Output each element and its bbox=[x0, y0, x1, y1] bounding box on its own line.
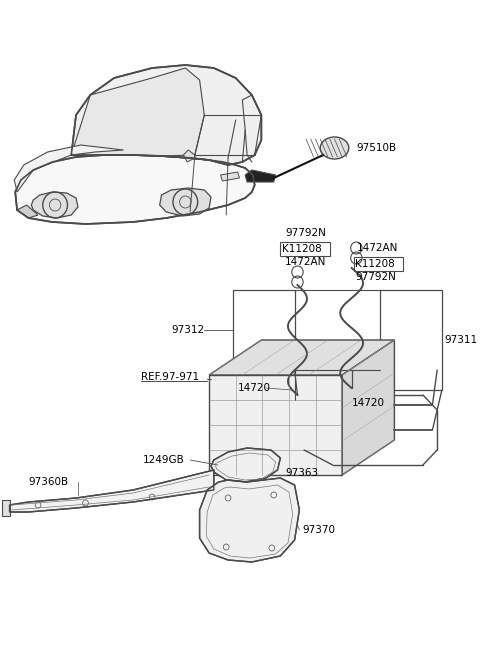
Circle shape bbox=[217, 461, 225, 469]
Polygon shape bbox=[209, 340, 395, 375]
Text: 97363: 97363 bbox=[285, 468, 318, 478]
Text: 97312: 97312 bbox=[171, 325, 204, 335]
Text: K11208: K11208 bbox=[355, 259, 395, 269]
Ellipse shape bbox=[320, 137, 349, 159]
Text: 97311: 97311 bbox=[445, 335, 478, 345]
Polygon shape bbox=[2, 500, 10, 516]
Text: 1472AN: 1472AN bbox=[356, 243, 398, 253]
Polygon shape bbox=[342, 340, 395, 475]
Polygon shape bbox=[220, 172, 240, 181]
Bar bbox=[354, 257, 403, 271]
Text: 14720: 14720 bbox=[352, 398, 384, 408]
Polygon shape bbox=[200, 478, 300, 562]
Text: 97792N: 97792N bbox=[355, 272, 396, 282]
Polygon shape bbox=[245, 170, 276, 182]
Text: 97370: 97370 bbox=[302, 525, 335, 535]
Bar bbox=[280, 242, 330, 256]
Polygon shape bbox=[183, 150, 195, 162]
Text: 1249GB: 1249GB bbox=[143, 455, 184, 465]
Polygon shape bbox=[209, 375, 342, 475]
Polygon shape bbox=[211, 448, 280, 482]
Text: 97510B: 97510B bbox=[356, 143, 396, 153]
Text: 1472AN: 1472AN bbox=[285, 257, 326, 267]
Text: 97792N: 97792N bbox=[285, 228, 326, 238]
Bar bbox=[233, 290, 295, 370]
Text: K11208: K11208 bbox=[282, 244, 322, 254]
Text: 97360B: 97360B bbox=[28, 477, 69, 487]
Polygon shape bbox=[15, 155, 255, 224]
Polygon shape bbox=[14, 145, 123, 192]
Text: REF.97-971: REF.97-971 bbox=[141, 372, 199, 382]
Polygon shape bbox=[71, 65, 261, 165]
Text: 14720: 14720 bbox=[238, 383, 271, 393]
Polygon shape bbox=[160, 188, 211, 216]
Polygon shape bbox=[71, 68, 204, 156]
Polygon shape bbox=[10, 470, 214, 512]
Polygon shape bbox=[17, 205, 38, 218]
Bar bbox=[380, 290, 442, 390]
Polygon shape bbox=[31, 192, 78, 218]
